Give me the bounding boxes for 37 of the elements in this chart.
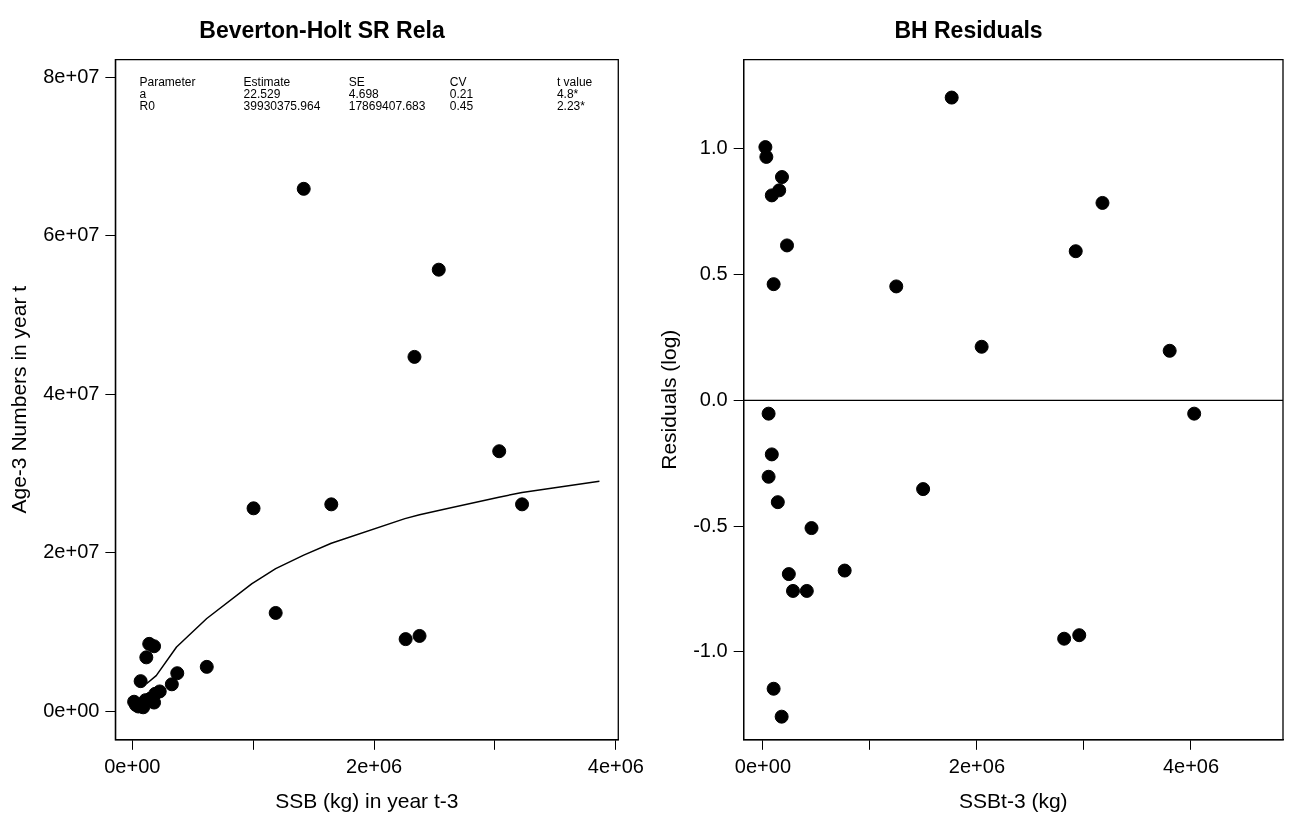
- annotation: Parameter: [139, 74, 196, 89]
- y-tick-label: -0.5: [693, 513, 728, 536]
- y-tick-label: 0.5: [699, 262, 728, 285]
- y-tick-label: 0.0: [699, 387, 728, 410]
- chart-title: Beverton-Holt SR Rela: [199, 17, 445, 44]
- y-tick-label: 8e+07: [43, 64, 100, 87]
- x-tick-label: 0e+00: [734, 755, 792, 778]
- annotation: 4.8*: [556, 86, 579, 101]
- x-axis-title: SSB (kg) in year t-3: [275, 789, 459, 813]
- annotation: 4.698: [348, 86, 380, 101]
- annotation: CV: [449, 74, 467, 89]
- annotation: Estimate: [243, 74, 291, 89]
- annotation: a: [139, 86, 147, 101]
- chart-title: BH Residuals: [894, 17, 1043, 44]
- y-tick-label: 1.0: [699, 136, 728, 159]
- annotation: R0: [139, 98, 156, 113]
- x-tick-label: 0e+00: [104, 755, 161, 778]
- annotation: 22.529: [243, 86, 281, 101]
- x-tick-label: 4e+06: [587, 755, 644, 778]
- annotation: 0.45: [449, 98, 474, 113]
- annotation: 0.21: [449, 86, 474, 101]
- x-tick-label: 4e+06: [1162, 755, 1220, 778]
- x-tick-label: 2e+06: [948, 755, 1006, 778]
- annotation: 2.23*: [556, 98, 586, 113]
- annotation: 39930375.964: [243, 98, 321, 113]
- y-tick-label: 4e+07: [43, 381, 100, 404]
- y-axis-title: Residuals (log): [657, 329, 681, 470]
- x-tick-label: 2e+06: [346, 755, 403, 778]
- y-tick-label: 2e+07: [43, 540, 100, 563]
- y-axis-title: Age-3 Numbers in year t: [7, 285, 31, 514]
- y-tick-label: 6e+07: [43, 223, 100, 246]
- y-tick-label: 0e+00: [43, 698, 100, 721]
- x-axis-title: SSBt-3 (kg): [959, 789, 1068, 813]
- annotation: 17869407.683: [348, 98, 426, 113]
- annotation: SE: [348, 74, 365, 89]
- y-tick-label: -1.0: [693, 639, 728, 662]
- annotation: t value: [556, 74, 593, 89]
